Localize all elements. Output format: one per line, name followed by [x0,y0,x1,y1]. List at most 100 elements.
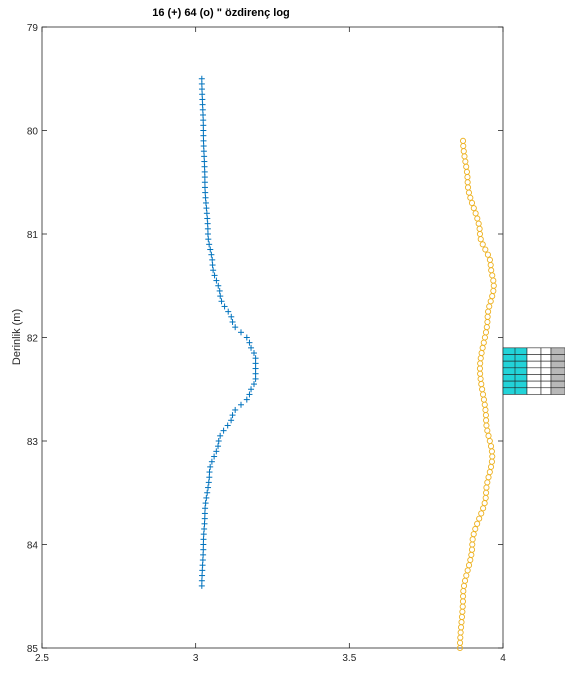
plus-marker [243,334,250,341]
plus-marker [201,179,208,186]
plus-marker [207,463,214,470]
plus-marker [201,525,208,532]
plus-marker [199,101,206,108]
plus-marker [205,236,212,243]
series-2 [456,137,497,652]
plus-marker [201,184,208,191]
plus-marker [199,106,206,113]
plus-marker [215,443,222,450]
plus-marker [206,474,213,481]
plus-marker [203,205,210,212]
side-table-cell [526,354,542,362]
plus-marker [205,484,212,491]
plus-marker [229,318,236,325]
y-axis-label: Derinlik (m) [11,309,23,365]
plus-marker [200,541,207,548]
plus-marker [248,386,255,393]
circle-marker [456,644,464,652]
plus-marker [209,256,216,263]
plus-marker [201,174,208,181]
plus-marker [225,308,232,315]
plus-marker [199,572,206,579]
plus-marker [206,469,213,476]
x-tick-label: 3.5 [342,653,356,664]
circle-marker [484,251,491,258]
circle-marker [474,520,481,527]
side-table-cell [550,354,565,362]
y-tick-label: 79 [27,23,39,34]
circle-marker [476,515,483,522]
plus-marker [200,127,207,134]
side-table-cell [540,347,552,355]
plus-marker [200,117,207,124]
circle-marker [478,510,485,517]
y-tick-label: 85 [27,644,39,655]
plus-marker [198,582,205,589]
plus-marker [200,143,207,150]
side-table-cell [540,354,552,362]
plus-marker [213,448,220,455]
plus-marker [237,329,244,336]
circle-marker [479,241,486,248]
plus-marker [251,350,258,357]
plus-marker [202,194,209,201]
plus-marker [200,111,207,118]
plus-marker [251,381,258,388]
plus-marker [204,489,211,496]
x-tick-label: 3 [193,653,199,664]
plus-marker [229,412,236,419]
plus-marker [201,515,208,522]
side-table-cell [550,360,565,369]
plus-marker [201,163,208,170]
plus-marker [248,344,255,351]
plus-marker [199,96,206,103]
plus-marker [203,210,210,217]
side-table-cell [550,374,565,382]
plus-marker [243,396,250,403]
plus-marker [199,562,206,569]
plus-marker [204,215,211,222]
plus-marker [201,168,208,175]
plus-marker [217,432,224,439]
side-table-cell [550,387,565,395]
plus-marker [201,510,208,517]
circle-marker [470,205,477,212]
side-table-cell [526,380,542,389]
plus-marker [200,536,207,543]
plus-marker [202,199,209,206]
plus-marker [204,231,211,237]
plus-marker [205,479,212,486]
side-table-cell [540,367,552,375]
side-table-cell [550,367,565,375]
plus-marker [252,370,259,377]
plus-marker [246,391,253,398]
side-table-cell [540,374,552,382]
side-table-panel [502,347,565,395]
circle-marker [472,210,479,217]
series-layer [198,75,497,652]
plus-marker [208,251,215,258]
circle-marker [477,236,484,243]
side-table-cell [526,374,542,382]
plus-marker [252,355,259,362]
y-tick-label: 81 [27,230,39,241]
x-tick-label: 4 [500,653,506,664]
axis-ticks: 2.5 3 3.5 4 79 80 81 82 83 84 85 [27,23,506,664]
side-table-cell [526,347,542,355]
plus-marker [252,365,259,372]
plus-marker [200,551,207,558]
plus-marker [199,91,206,98]
plus-marker [211,453,218,460]
plus-marker [207,246,214,253]
plus-marker [215,282,222,289]
plus-marker [200,531,207,538]
side-table-cell [526,387,542,395]
plus-marker [204,220,211,227]
plus-marker [200,137,207,144]
plus-marker [206,241,213,248]
plus-marker [220,427,227,434]
plus-marker [201,153,208,160]
y-tick-label: 84 [27,541,39,552]
plus-marker [215,438,222,444]
plus-marker [201,158,208,165]
